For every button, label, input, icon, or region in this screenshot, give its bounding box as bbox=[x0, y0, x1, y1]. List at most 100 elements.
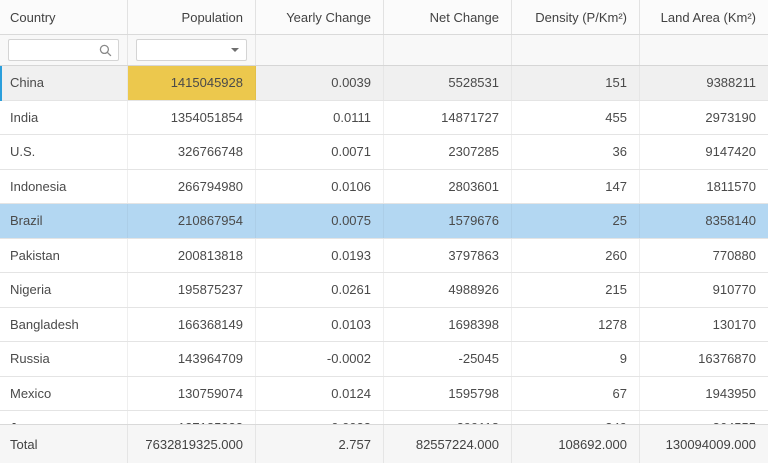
cell-population[interactable]: 1415045928 bbox=[128, 66, 256, 100]
cell-country[interactable]: Nigeria bbox=[0, 273, 128, 307]
country-filter-box bbox=[8, 39, 119, 61]
table-row[interactable]: Nigeria 195875237 0.0261 4988926 215 910… bbox=[0, 273, 768, 308]
cell-population[interactable]: 326766748 bbox=[128, 135, 256, 169]
cell-country[interactable]: Japan bbox=[0, 411, 128, 424]
filter-cell-yearly-change bbox=[256, 35, 384, 65]
table-row[interactable]: Mexico 130759074 0.0124 1595798 67 19439… bbox=[0, 376, 768, 411]
cell-country[interactable]: U.S. bbox=[0, 135, 128, 169]
cell-land-area[interactable]: 16376870 bbox=[698, 351, 756, 367]
table-row[interactable]: China 1415045928 0.0039 5528531 151 9388… bbox=[0, 66, 768, 101]
column-header-density[interactable]: Density (P/Km²) bbox=[512, 0, 640, 34]
cell-density[interactable]: 36 bbox=[512, 135, 640, 169]
footer-total-label: Total bbox=[0, 425, 128, 463]
footer-population-total: 7632819325.000 bbox=[128, 425, 256, 463]
cell-population[interactable]: 200813818 bbox=[128, 238, 256, 272]
cell-yearly-change[interactable]: 0.0111 bbox=[256, 100, 384, 134]
cell-land-area[interactable]: 9388211 bbox=[706, 75, 756, 91]
chevron-down-icon bbox=[231, 48, 239, 52]
cell-population[interactable]: 266794980 bbox=[128, 169, 256, 203]
cell-land-area[interactable]: 910770 bbox=[712, 282, 756, 298]
cell-yearly-change[interactable]: 0.0103 bbox=[256, 307, 384, 341]
cell-yearly-change[interactable]: 0.0193 bbox=[256, 238, 384, 272]
column-header-population[interactable]: Population bbox=[128, 0, 256, 34]
column-header-land-area[interactable]: Land Area (Km²) bbox=[660, 9, 756, 25]
cell-yearly-change[interactable]: 0.0071 bbox=[256, 135, 384, 169]
column-header-country[interactable]: Country bbox=[0, 0, 128, 34]
country-filter-input[interactable] bbox=[9, 40, 99, 60]
cell-country[interactable]: India bbox=[0, 100, 128, 134]
footer-density-total: 108692.000 bbox=[512, 425, 640, 463]
cell-density[interactable]: 67 bbox=[512, 376, 640, 410]
cell-land-area[interactable]: 8358140 bbox=[705, 213, 756, 229]
cell-yearly-change[interactable]: 0.0124 bbox=[256, 376, 384, 410]
cell-density[interactable]: 9 bbox=[512, 342, 640, 376]
cell-net-change[interactable]: -25045 bbox=[384, 342, 512, 376]
cell-population[interactable]: 210867954 bbox=[128, 204, 256, 238]
filter-cell-population bbox=[128, 35, 256, 65]
cell-yearly-change[interactable]: 0.0039 bbox=[256, 66, 384, 100]
table-row[interactable]: India 1354051854 0.0111 14871727 455 297… bbox=[0, 100, 768, 135]
cell-density[interactable]: 147 bbox=[512, 169, 640, 203]
cell-density[interactable]: 151 bbox=[512, 66, 640, 100]
cell-land-area[interactable]: 1943950 bbox=[705, 385, 756, 401]
cell-population[interactable]: 143964709 bbox=[128, 342, 256, 376]
cell-yearly-change[interactable]: -0.0002 bbox=[256, 342, 384, 376]
cell-population[interactable]: 166368149 bbox=[128, 307, 256, 341]
footer-yearly-change-total: 2.757 bbox=[256, 425, 384, 463]
cell-country[interactable]: Mexico bbox=[0, 376, 128, 410]
cell-land-area[interactable]: 2973190 bbox=[705, 109, 756, 125]
cell-population[interactable]: 195875237 bbox=[128, 273, 256, 307]
table-row[interactable]: Brazil 210867954 0.0075 1579676 25 83581… bbox=[0, 204, 768, 239]
cell-land-area[interactable]: 1811570 bbox=[706, 178, 756, 194]
table-row[interactable]: Pakistan 200813818 0.0193 3797863 260 77… bbox=[0, 238, 768, 273]
cell-country[interactable]: Russia bbox=[0, 342, 128, 376]
filter-cell-net-change bbox=[384, 35, 512, 65]
column-header-net-change[interactable]: Net Change bbox=[384, 0, 512, 34]
cell-net-change[interactable]: -299118 bbox=[384, 411, 512, 424]
population-filter-dropdown[interactable] bbox=[136, 39, 247, 61]
cell-country[interactable]: Brazil bbox=[0, 204, 128, 238]
cell-density[interactable]: 260 bbox=[512, 238, 640, 272]
cell-net-change[interactable]: 5528531 bbox=[384, 66, 512, 100]
column-header-yearly-change[interactable]: Yearly Change bbox=[256, 0, 384, 34]
cell-yearly-change[interactable]: 0.0261 bbox=[256, 273, 384, 307]
cell-country[interactable]: Indonesia bbox=[0, 169, 128, 203]
cell-country[interactable]: China bbox=[0, 66, 128, 100]
table-row[interactable]: Russia 143964709 -0.0002 -25045 9 163768… bbox=[0, 342, 768, 377]
cell-net-change[interactable]: 1579676 bbox=[384, 204, 512, 238]
cell-yearly-change[interactable]: -0.0023 bbox=[256, 411, 384, 424]
cell-land-area[interactable]: 364555 bbox=[640, 411, 768, 424]
table-row[interactable]: U.S. 326766748 0.0071 2307285 36 9147420 bbox=[0, 135, 768, 170]
cell-density[interactable]: 25 bbox=[512, 204, 640, 238]
cell-density[interactable]: 349 bbox=[512, 411, 640, 424]
table-row[interactable]: Japan 127185332 -0.0023 -299118 349 3645… bbox=[0, 411, 768, 424]
cell-density[interactable]: 1278 bbox=[512, 307, 640, 341]
search-icon bbox=[99, 44, 112, 57]
cell-land-area[interactable]: 770880 bbox=[712, 247, 756, 263]
cell-country[interactable]: Pakistan bbox=[0, 238, 128, 272]
cell-yearly-change[interactable]: 0.0075 bbox=[256, 204, 384, 238]
cell-net-change[interactable]: 14871727 bbox=[384, 100, 512, 134]
cell-net-change[interactable]: 1698398 bbox=[384, 307, 512, 341]
cell-net-change[interactable]: 3797863 bbox=[384, 238, 512, 272]
grid-footer: Total 7632819325.000 2.757 82557224.000 … bbox=[0, 424, 768, 463]
cell-density[interactable]: 215 bbox=[512, 273, 640, 307]
cell-net-change[interactable]: 2307285 bbox=[384, 135, 512, 169]
cell-land-area[interactable]: 9147420 bbox=[705, 144, 756, 160]
cell-population[interactable]: 127185332 bbox=[128, 411, 256, 424]
cell-net-change[interactable]: 1595798 bbox=[384, 376, 512, 410]
cell-yearly-change[interactable]: 0.0106 bbox=[256, 169, 384, 203]
cell-country[interactable]: Bangladesh bbox=[0, 307, 128, 341]
cell-land-area[interactable]: 130170 bbox=[712, 316, 756, 332]
cell-net-change[interactable]: 4988926 bbox=[384, 273, 512, 307]
table-row[interactable]: Indonesia 266794980 0.0106 2803601 147 1… bbox=[0, 169, 768, 204]
filter-cell-land-area bbox=[640, 35, 768, 65]
cell-density[interactable]: 455 bbox=[512, 100, 640, 134]
cell-net-change[interactable]: 2803601 bbox=[384, 169, 512, 203]
table-row[interactable]: Bangladesh 166368149 0.0103 1698398 1278… bbox=[0, 307, 768, 342]
cell-population[interactable]: 1354051854 bbox=[128, 100, 256, 134]
cell-population[interactable]: 130759074 bbox=[128, 376, 256, 410]
grid-filter-row bbox=[0, 35, 768, 66]
footer-net-change-total: 82557224.000 bbox=[384, 425, 512, 463]
